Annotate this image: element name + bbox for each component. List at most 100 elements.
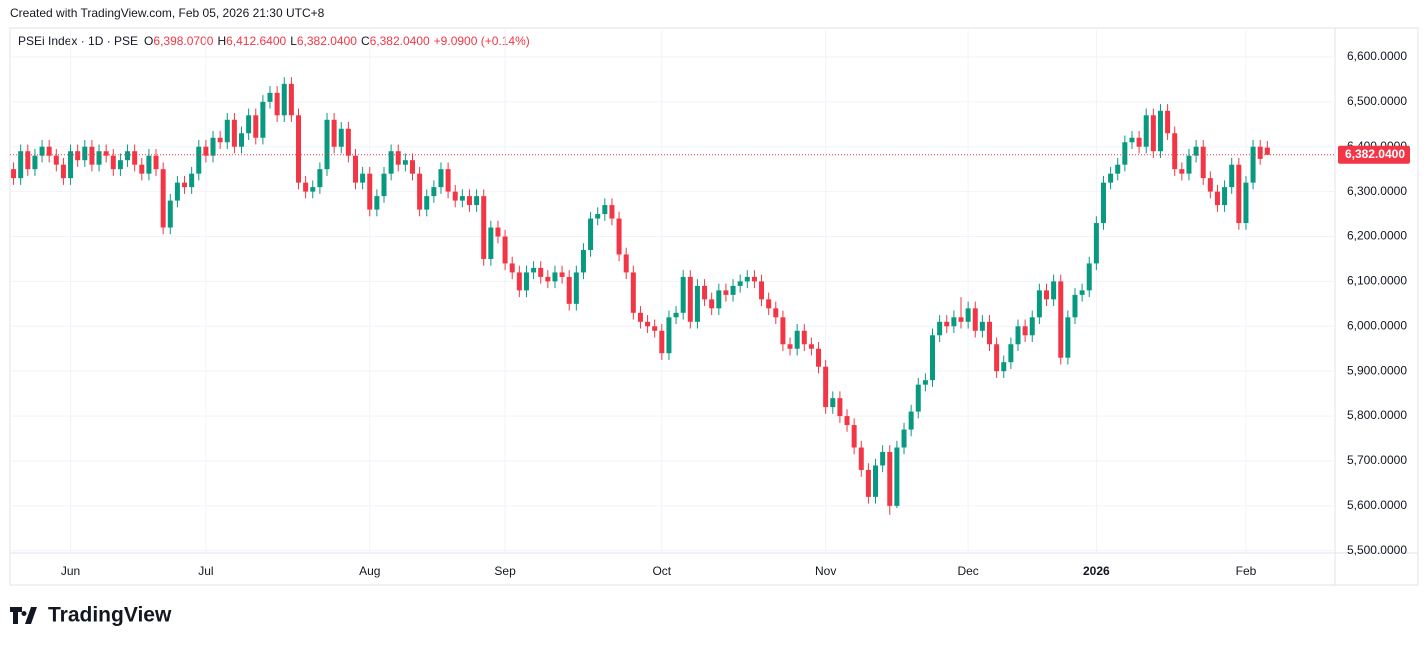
candle-body <box>1100 182 1106 224</box>
candle-body <box>552 272 558 282</box>
candle-body <box>1179 169 1185 174</box>
chart-frame <box>9 27 1419 586</box>
candle-body <box>174 182 180 201</box>
legend: PSEi Index · 1D · PSE O6,398.0700 H6,412.6… <box>18 34 530 48</box>
logo-icon <box>10 607 37 624</box>
candle-body <box>694 285 700 322</box>
candle-body <box>310 187 316 192</box>
candle-body <box>1043 290 1049 300</box>
x-tick-label: Oct <box>652 564 671 578</box>
candle-body <box>830 398 836 408</box>
y-tick-label: 5,800.0000 <box>1347 408 1407 422</box>
candle-body <box>60 164 66 179</box>
candle-body <box>645 321 651 327</box>
candle-body <box>687 276 693 322</box>
candle-body <box>431 187 437 197</box>
candle-body <box>125 151 131 161</box>
candle-body <box>951 317 957 327</box>
candle-body <box>1200 146 1206 179</box>
candle-body <box>751 276 757 282</box>
candle-body <box>780 317 786 345</box>
candle-body <box>260 101 266 138</box>
candle-body <box>979 321 985 331</box>
candle-body <box>360 173 366 183</box>
candle-body <box>972 308 978 331</box>
candle-body <box>139 164 145 174</box>
candle-body <box>395 151 401 165</box>
candle-body <box>1015 326 1021 345</box>
candle-body <box>1072 294 1078 318</box>
candle-body <box>288 83 294 116</box>
x-tick-label: Jul <box>198 564 213 578</box>
candle-body <box>937 321 943 336</box>
candle-body <box>89 146 95 165</box>
candle-body <box>274 92 280 116</box>
legend-key: H <box>217 34 226 48</box>
candle-body <box>239 133 245 147</box>
x-tick-label: Jun <box>61 564 80 578</box>
candle-body <box>1250 146 1256 183</box>
legend-key: L <box>290 34 297 48</box>
candle-body <box>702 285 708 300</box>
candle-body <box>580 249 586 273</box>
candle-body <box>210 137 216 156</box>
x-tick-label: Sep <box>494 564 516 578</box>
candle-body <box>1079 290 1085 295</box>
candle-body <box>887 451 893 506</box>
candle-body <box>922 380 928 385</box>
candle-body <box>673 312 679 318</box>
candle-body <box>246 115 252 134</box>
candle-body <box>808 344 814 349</box>
candle-body <box>46 146 52 156</box>
candle-body <box>609 205 615 219</box>
candle-body <box>944 321 950 327</box>
candle-body <box>794 330 800 349</box>
candle-body <box>25 151 31 170</box>
candle-body <box>481 196 487 259</box>
candle-body <box>865 469 871 497</box>
candle-body <box>1236 164 1242 224</box>
candle-body <box>652 326 658 331</box>
candle-body <box>1222 187 1228 206</box>
candle-body <box>1058 281 1064 358</box>
candle-body <box>317 169 323 188</box>
candle-body <box>417 173 423 210</box>
candle-body <box>573 272 579 304</box>
candle-body <box>132 151 138 165</box>
candle-body <box>987 321 993 345</box>
legend-symbol: PSEi Index · 1D · PSE <box>18 34 138 48</box>
legend-value: 6,412.6400 <box>226 34 286 48</box>
candle-body <box>381 173 387 197</box>
candle-body <box>1150 115 1156 152</box>
candle-body <box>96 151 102 165</box>
candle-body <box>602 205 608 215</box>
candle-body <box>666 317 672 354</box>
candle-body <box>75 151 81 161</box>
candle-body <box>281 83 287 116</box>
candle-body <box>296 115 302 183</box>
candle-body <box>837 398 843 417</box>
y-tick-label: 6,500.0000 <box>1347 94 1407 108</box>
y-tick-label: 6,600.0000 <box>1347 49 1407 63</box>
candle-body <box>488 227 494 259</box>
y-tick-label: 5,900.0000 <box>1347 363 1407 377</box>
candle-body <box>110 155 116 170</box>
candle-body <box>637 312 643 322</box>
candle-body <box>915 384 921 412</box>
candle-body <box>823 366 829 408</box>
candle-body <box>324 119 330 170</box>
candle-body <box>801 330 807 345</box>
candle-body <box>474 196 480 206</box>
candle-body <box>224 119 230 143</box>
legend-key: C <box>361 34 370 48</box>
candle-body <box>374 196 380 210</box>
x-tick-label: Nov <box>815 564 836 578</box>
candle-body <box>167 200 173 228</box>
candle-body <box>1122 142 1128 165</box>
candle-body <box>930 335 936 381</box>
y-tick-label: 6,000.0000 <box>1347 318 1407 332</box>
candle-body <box>538 267 544 277</box>
candle-body <box>459 196 465 201</box>
last-price-tag <box>1338 145 1410 164</box>
